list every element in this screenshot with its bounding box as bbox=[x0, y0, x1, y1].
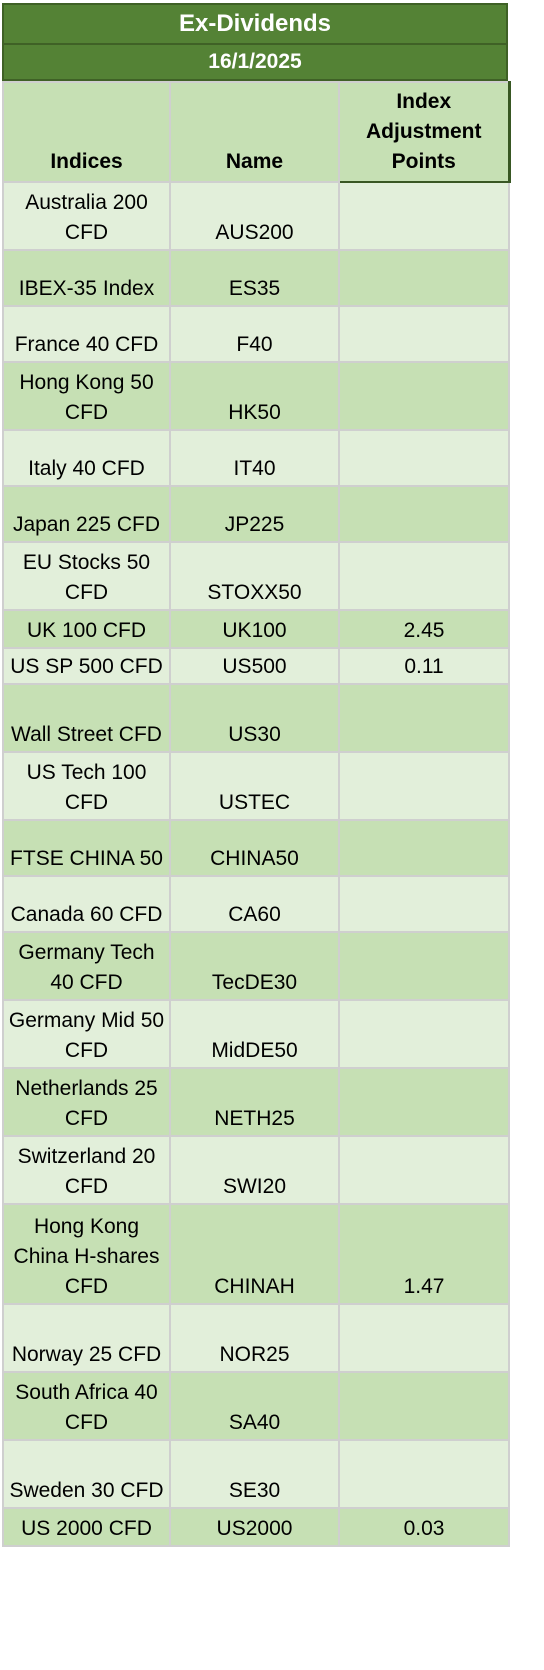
indices-cell: Germany Mid 50 CFD bbox=[2, 999, 171, 1069]
sheet-title: Ex-Dividends bbox=[2, 3, 508, 45]
name-cell: SWI20 bbox=[169, 1135, 340, 1205]
indices-cell: IBEX-35 Index bbox=[2, 249, 171, 307]
name-cell: IT40 bbox=[169, 429, 340, 487]
table-row: Switzerland 20 CFD SWI20 bbox=[2, 1135, 510, 1205]
adjustment-points-cell bbox=[338, 541, 510, 611]
table-row: US SP 500 CFD US500 0.11 bbox=[2, 647, 510, 685]
indices-cell: UK 100 CFD bbox=[2, 609, 171, 649]
table-row: Japan 225 CFD JP225 bbox=[2, 485, 510, 543]
indices-cell: South Africa 40 CFD bbox=[2, 1371, 171, 1441]
table-row: Canada 60 CFD CA60 bbox=[2, 875, 510, 933]
adjustment-points-cell bbox=[338, 1135, 510, 1205]
adjustment-points-cell bbox=[338, 1067, 510, 1137]
adjustment-points-cell bbox=[338, 429, 510, 487]
header-row: Indices Name Index Adjustment Points bbox=[2, 81, 511, 183]
name-cell: ES35 bbox=[169, 249, 340, 307]
adjustment-points-cell: 2.45 bbox=[338, 609, 510, 649]
table-row: Australia 200 CFD AUS200 bbox=[2, 181, 510, 251]
header-adjustment-points: Index Adjustment Points bbox=[338, 81, 511, 183]
table-row: Hong Kong China H-shares CFD CHINAH 1.47 bbox=[2, 1203, 510, 1305]
table-row: Germany Mid 50 CFD MidDE50 bbox=[2, 999, 510, 1069]
adjustment-points-cell bbox=[338, 875, 510, 933]
name-cell: F40 bbox=[169, 305, 340, 363]
adjustment-points-cell bbox=[338, 999, 510, 1069]
name-cell: SA40 bbox=[169, 1371, 340, 1441]
table-row: Germany Tech 40 CFD TecDE30 bbox=[2, 931, 510, 1001]
name-cell: CA60 bbox=[169, 875, 340, 933]
adjustment-points-cell bbox=[338, 1303, 510, 1373]
name-cell: MidDE50 bbox=[169, 999, 340, 1069]
indices-cell: Switzerland 20 CFD bbox=[2, 1135, 171, 1205]
name-cell: NOR25 bbox=[169, 1303, 340, 1373]
table-row: IBEX-35 Index ES35 bbox=[2, 249, 510, 307]
indices-cell: US SP 500 CFD bbox=[2, 647, 171, 685]
indices-cell: Italy 40 CFD bbox=[2, 429, 171, 487]
table-row: South Africa 40 CFD SA40 bbox=[2, 1371, 510, 1441]
indices-cell: FTSE CHINA 50 bbox=[2, 819, 171, 877]
indices-cell: Australia 200 CFD bbox=[2, 181, 171, 251]
adjustment-points-cell bbox=[338, 1439, 510, 1509]
name-cell: SE30 bbox=[169, 1439, 340, 1509]
indices-cell: Sweden 30 CFD bbox=[2, 1439, 171, 1509]
adjustment-points-cell: 0.11 bbox=[338, 647, 510, 685]
name-cell: US500 bbox=[169, 647, 340, 685]
table-row: Wall Street CFD US30 bbox=[2, 683, 510, 753]
name-cell: USTEC bbox=[169, 751, 340, 821]
adjustment-points-cell bbox=[338, 931, 510, 1001]
indices-cell: Hong Kong 50 CFD bbox=[2, 361, 171, 431]
adjustment-points-cell bbox=[338, 305, 510, 363]
indices-cell: Japan 225 CFD bbox=[2, 485, 171, 543]
table-row: UK 100 CFD UK100 2.45 bbox=[2, 609, 510, 649]
adjustment-points-cell: 0.03 bbox=[338, 1507, 510, 1547]
indices-cell: US 2000 CFD bbox=[2, 1507, 171, 1547]
adjustment-points-cell bbox=[338, 181, 510, 251]
header-indices: Indices bbox=[2, 81, 171, 183]
adjustment-points-cell bbox=[338, 751, 510, 821]
adjustment-points-cell bbox=[338, 361, 510, 431]
indices-cell: France 40 CFD bbox=[2, 305, 171, 363]
indices-cell: EU Stocks 50 CFD bbox=[2, 541, 171, 611]
name-cell: US30 bbox=[169, 683, 340, 753]
table-row: Hong Kong 50 CFD HK50 bbox=[2, 361, 510, 431]
adjustment-points-cell bbox=[338, 249, 510, 307]
indices-cell: Wall Street CFD bbox=[2, 683, 171, 753]
header-name: Name bbox=[169, 81, 340, 183]
table-row: EU Stocks 50 CFD STOXX50 bbox=[2, 541, 510, 611]
table-row: Italy 40 CFD IT40 bbox=[2, 429, 510, 487]
ex-dividends-sheet: Ex-Dividends 16/1/2025 Indices Name Inde… bbox=[2, 3, 511, 1547]
adjustment-points-cell bbox=[338, 485, 510, 543]
adjustment-points-cell: 1.47 bbox=[338, 1203, 510, 1305]
dividends-table: Indices Name Index Adjustment Points Aus… bbox=[2, 81, 511, 1547]
sheet-date: 16/1/2025 bbox=[2, 45, 508, 81]
name-cell: AUS200 bbox=[169, 181, 340, 251]
name-cell: JP225 bbox=[169, 485, 340, 543]
table-row: US 2000 CFD US2000 0.03 bbox=[2, 1507, 510, 1547]
table-row: France 40 CFD F40 bbox=[2, 305, 510, 363]
indices-cell: Netherlands 25 CFD bbox=[2, 1067, 171, 1137]
indices-cell: Canada 60 CFD bbox=[2, 875, 171, 933]
indices-cell: Norway 25 CFD bbox=[2, 1303, 171, 1373]
name-cell: HK50 bbox=[169, 361, 340, 431]
adjustment-points-cell bbox=[338, 819, 510, 877]
table-row: US Tech 100 CFD USTEC bbox=[2, 751, 510, 821]
indices-cell: US Tech 100 CFD bbox=[2, 751, 171, 821]
name-cell: TecDE30 bbox=[169, 931, 340, 1001]
indices-cell: Hong Kong China H-shares CFD bbox=[2, 1203, 171, 1305]
name-cell: US2000 bbox=[169, 1507, 340, 1547]
name-cell: CHINAH bbox=[169, 1203, 340, 1305]
name-cell: NETH25 bbox=[169, 1067, 340, 1137]
table-row: FTSE CHINA 50 CHINA50 bbox=[2, 819, 510, 877]
table-row: Norway 25 CFD NOR25 bbox=[2, 1303, 510, 1373]
name-cell: STOXX50 bbox=[169, 541, 340, 611]
table-row: Netherlands 25 CFD NETH25 bbox=[2, 1067, 510, 1137]
name-cell: CHINA50 bbox=[169, 819, 340, 877]
table-row: Sweden 30 CFD SE30 bbox=[2, 1439, 510, 1509]
name-cell: UK100 bbox=[169, 609, 340, 649]
adjustment-points-cell bbox=[338, 683, 510, 753]
indices-cell: Germany Tech 40 CFD bbox=[2, 931, 171, 1001]
adjustment-points-cell bbox=[338, 1371, 510, 1441]
